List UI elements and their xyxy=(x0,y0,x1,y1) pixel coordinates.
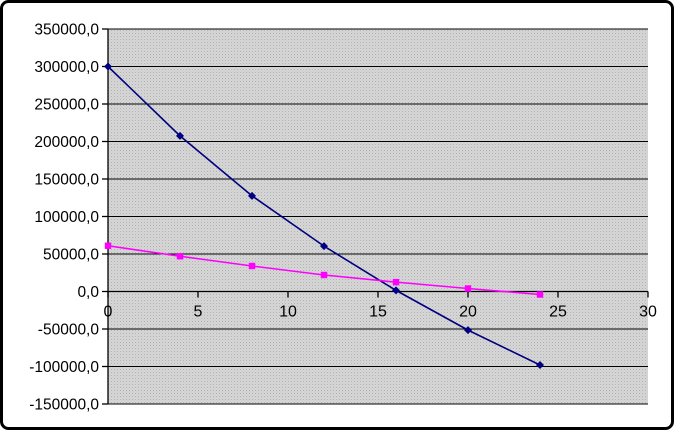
y-tick-label: -100000,0 xyxy=(29,359,99,376)
series-2-marker xyxy=(248,262,256,270)
x-tick-label: 15 xyxy=(369,304,387,321)
y-tick-label: 350000,0 xyxy=(34,22,99,39)
y-tick-label: 150000,0 xyxy=(34,172,99,189)
series-1-marker xyxy=(248,191,256,200)
series-2-marker xyxy=(320,271,328,279)
y-tick-label: 200000,0 xyxy=(34,134,99,151)
x-tick-label: 5 xyxy=(194,304,203,321)
y-tick-label: 0,0 xyxy=(77,284,99,301)
y-tick-label: 50000,0 xyxy=(43,247,99,264)
series-1-marker xyxy=(464,326,472,335)
x-tick-label: 10 xyxy=(279,304,297,321)
x-tick-label: 0 xyxy=(104,304,113,321)
y-tick-label: 100000,0 xyxy=(34,209,99,226)
series-2-marker xyxy=(392,278,400,286)
series-2-marker xyxy=(536,291,544,298)
y-tick-label: 300000,0 xyxy=(34,59,99,76)
series-2-marker xyxy=(104,242,112,249)
series-1-marker xyxy=(320,242,328,251)
series-1-marker xyxy=(104,62,112,71)
series-2-marker xyxy=(464,285,472,292)
x-tick-label: 20 xyxy=(459,304,477,321)
series-2-marker xyxy=(176,253,184,260)
x-tick-label: 25 xyxy=(549,304,567,321)
y-tick-label: 250000,0 xyxy=(34,97,99,114)
y-tick-label: -50000,0 xyxy=(38,322,100,339)
y-tick-label: -150000,0 xyxy=(29,397,99,414)
series-1-marker xyxy=(536,361,544,369)
series-1-marker xyxy=(392,286,400,295)
x-tick-label: 30 xyxy=(639,304,657,321)
series-1-marker xyxy=(176,131,184,140)
